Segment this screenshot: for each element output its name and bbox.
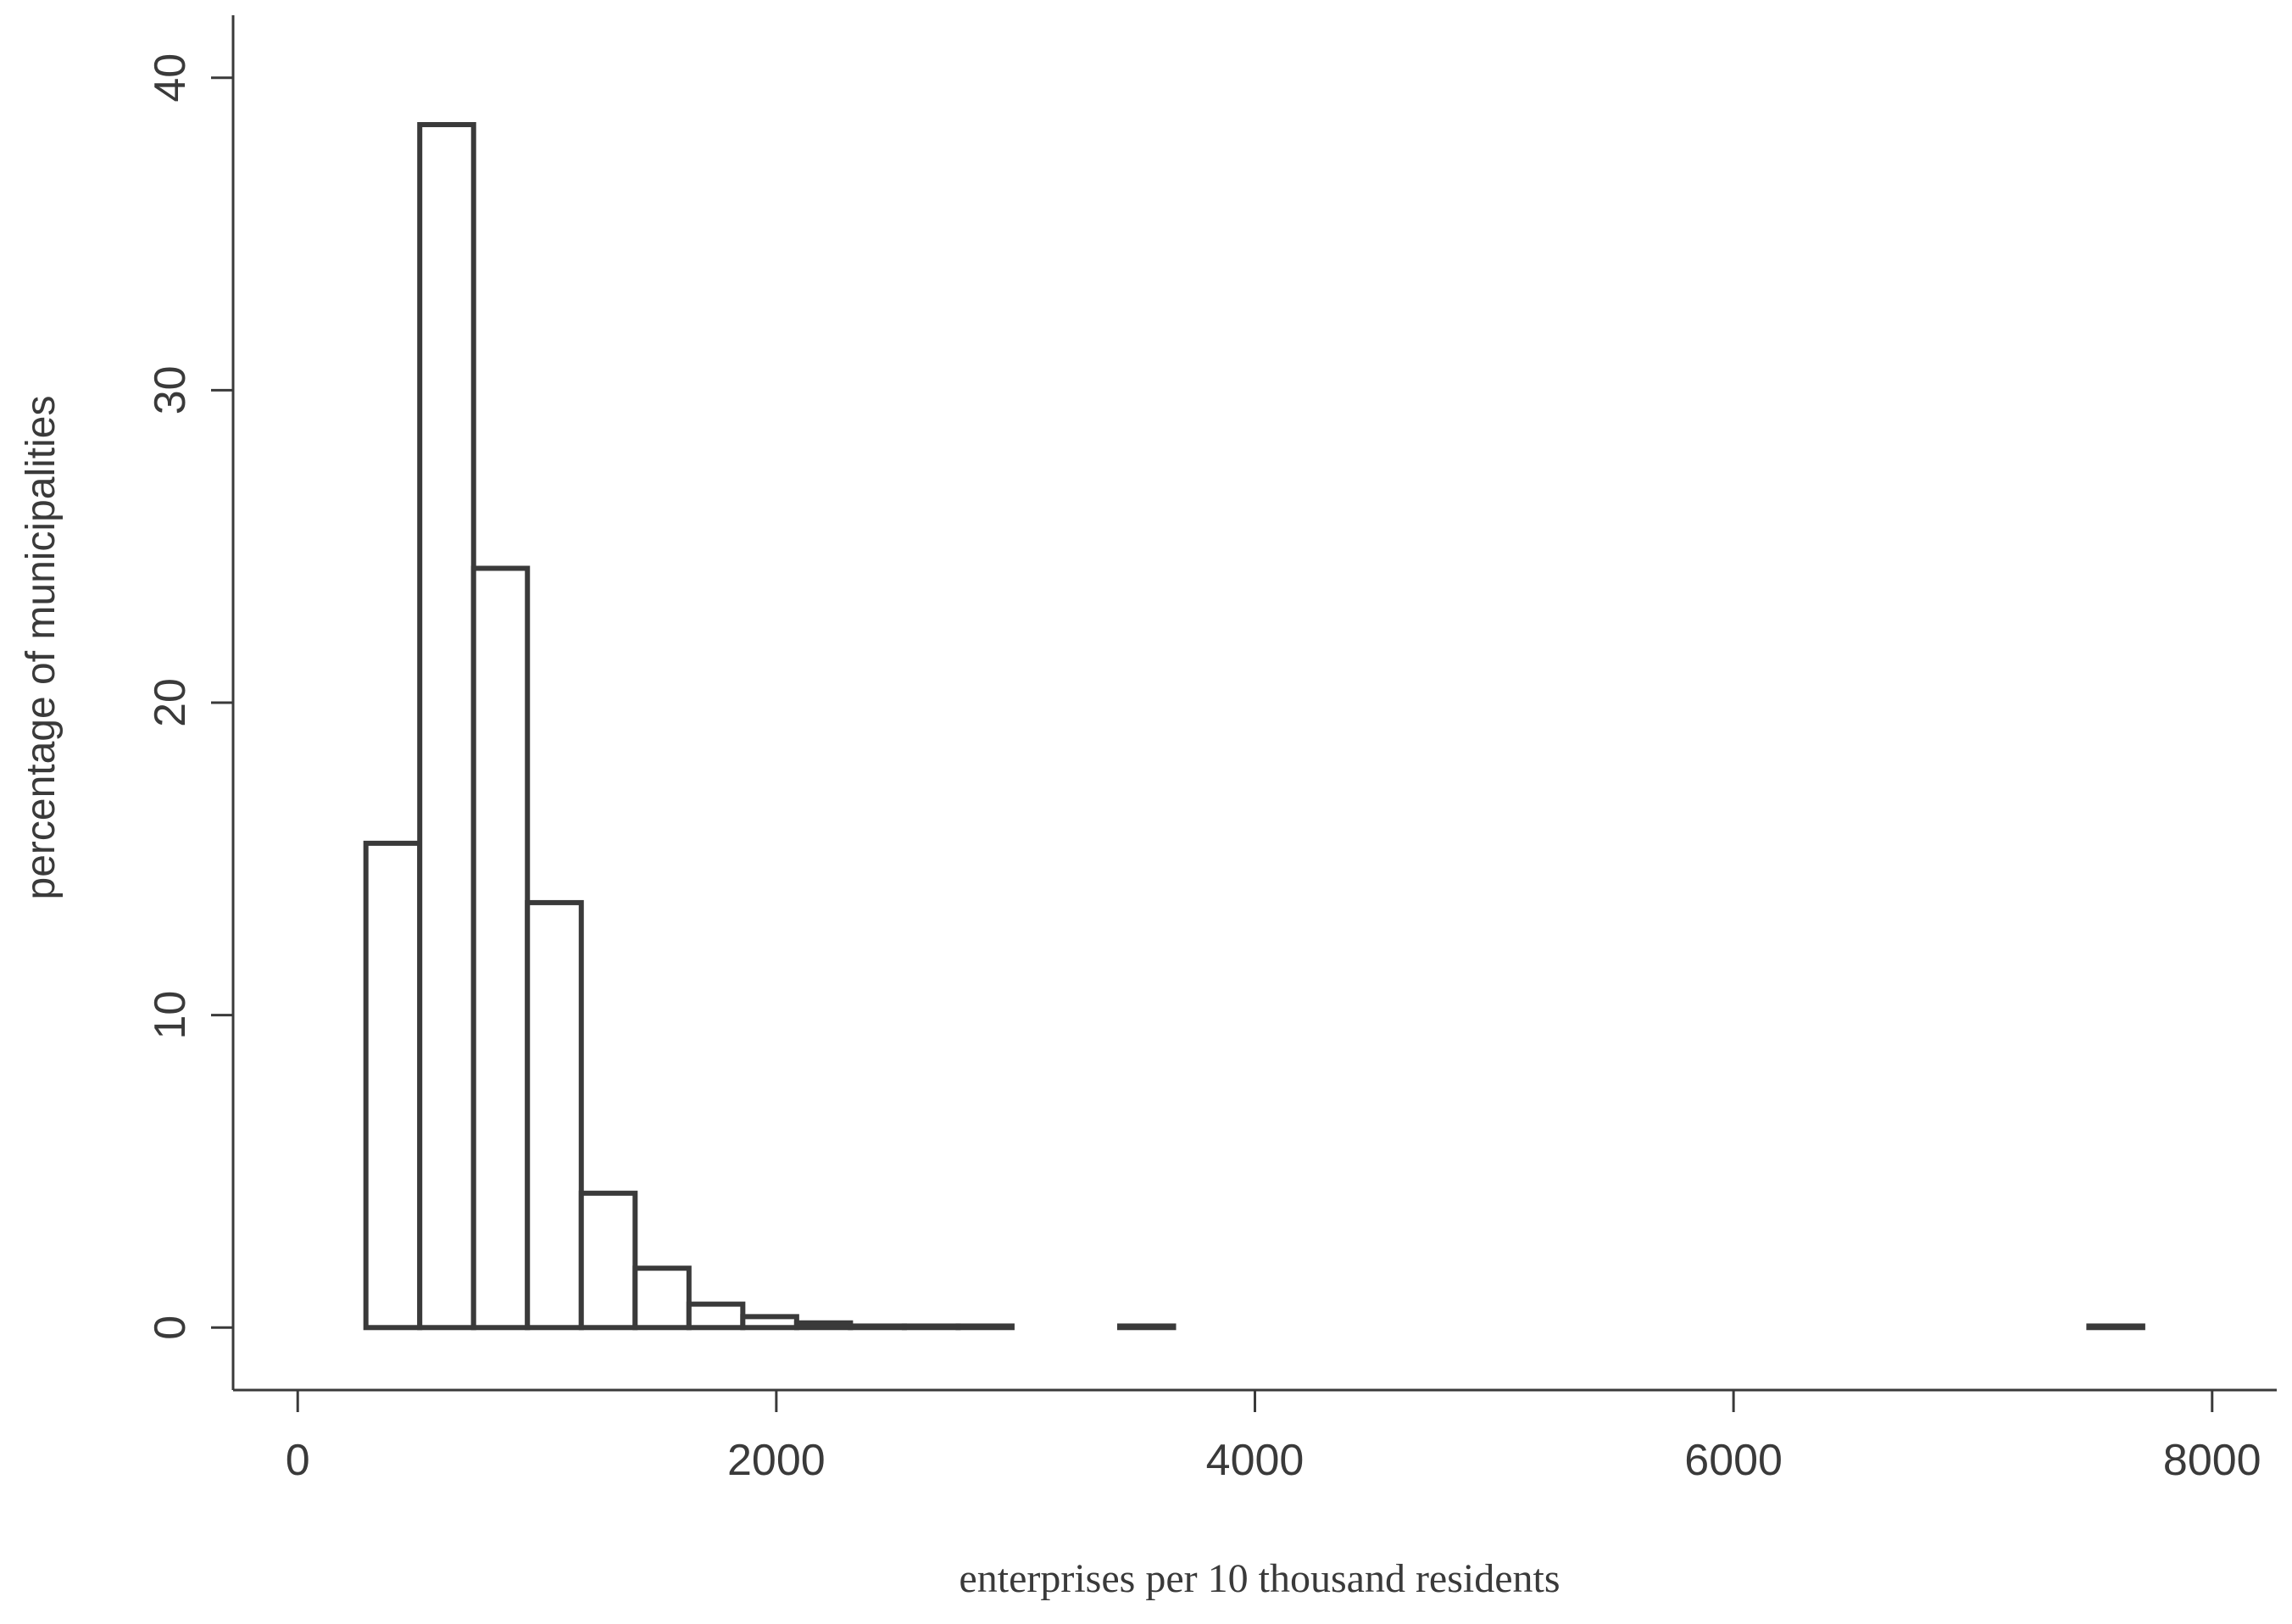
x-axis-title: enterprises per 10 thousand residents — [959, 1556, 1560, 1601]
x-tick-label: 4000 — [1206, 1436, 1305, 1485]
histogram-bar — [686, 1301, 746, 1331]
x-tick-label: 2000 — [727, 1436, 826, 1485]
y-axis-title: percentage of municipalities — [19, 395, 64, 899]
histogram-bar — [363, 840, 423, 1331]
y-tick-label: 20 — [146, 678, 195, 727]
histogram-bar — [901, 1323, 961, 1331]
x-tick-label: 6000 — [1684, 1436, 1783, 1485]
y-tick-label: 0 — [146, 1315, 195, 1340]
histogram-bar — [955, 1323, 1015, 1331]
histogram-bar — [848, 1323, 907, 1331]
histogram-bar — [470, 565, 531, 1331]
y-tick-label: 30 — [146, 365, 195, 414]
y-axis: 0 10 20 30 40 — [146, 15, 235, 1390]
histogram-bar — [1116, 1323, 1177, 1331]
histogram-bar — [2086, 1323, 2145, 1331]
histogram-bar — [740, 1314, 799, 1331]
x-axis: 0 2000 4000 6000 8000 — [233, 1388, 2277, 1485]
histogram-bar — [632, 1265, 692, 1331]
histogram-bar — [578, 1190, 638, 1331]
x-tick-label: 0 — [286, 1436, 310, 1485]
y-tick-label: 40 — [146, 53, 195, 103]
histogram-bar — [793, 1320, 854, 1331]
y-tick-label: 10 — [146, 991, 195, 1040]
x-tick-label: 8000 — [2163, 1436, 2261, 1485]
histogram-bar — [525, 899, 584, 1331]
histogram-bar — [417, 122, 476, 1331]
histogram-bars — [363, 122, 2145, 1331]
